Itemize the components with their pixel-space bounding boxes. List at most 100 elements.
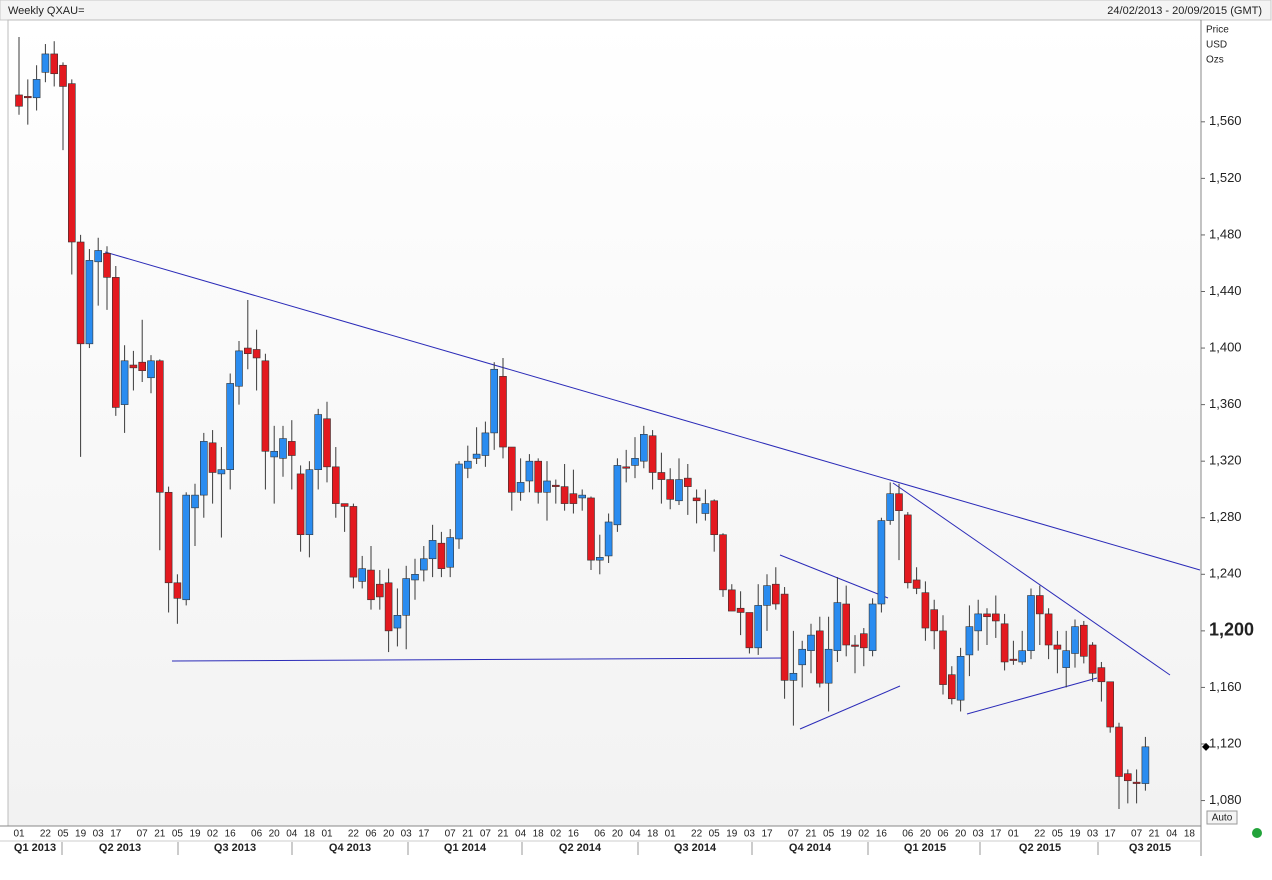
candle-body xyxy=(419,558,428,571)
candle-body xyxy=(666,479,675,500)
candle-body xyxy=(384,582,393,632)
candle-body xyxy=(323,418,331,468)
auto-scale-label[interactable]: Auto xyxy=(1212,813,1233,824)
candle-body xyxy=(789,672,798,681)
candle-body xyxy=(1106,681,1114,728)
candle-body xyxy=(930,609,939,632)
x-tick-label: 18 xyxy=(647,829,659,840)
quarter-label: Q3 2014 xyxy=(674,842,717,854)
candle-body xyxy=(340,503,349,507)
x-tick-label: 21 xyxy=(805,829,817,840)
candle-body xyxy=(912,579,921,589)
candle-body xyxy=(191,494,199,509)
candle-body xyxy=(1018,650,1027,663)
candle-body xyxy=(252,349,261,359)
candle-body xyxy=(578,494,587,499)
candle-body xyxy=(507,446,516,493)
x-tick-label: 22 xyxy=(1034,829,1046,840)
candle-body xyxy=(763,585,771,606)
y-tick-label: 1,560 xyxy=(1209,113,1242,128)
candle-body xyxy=(76,241,85,345)
candle-body xyxy=(886,493,895,521)
candle-body xyxy=(745,612,754,649)
candle-body xyxy=(375,583,384,598)
x-tick-label: 21 xyxy=(154,829,166,840)
y-axis-label: USD xyxy=(1206,40,1227,51)
candle-body xyxy=(710,500,719,536)
candle-body xyxy=(551,484,560,487)
candle-body xyxy=(270,450,279,458)
candle-body xyxy=(129,364,138,369)
candle-body xyxy=(41,53,50,73)
x-tick-label: 19 xyxy=(189,829,201,840)
candle-body xyxy=(402,578,411,616)
candle-body xyxy=(138,361,146,371)
candle-body xyxy=(23,96,32,99)
candle-body xyxy=(648,435,657,473)
candle-body xyxy=(815,630,824,684)
candle-body xyxy=(877,520,886,605)
y-tick-label: 1,240 xyxy=(1209,566,1242,581)
candle-body xyxy=(859,633,868,649)
candle-body xyxy=(604,521,613,557)
x-tick-label: 01 xyxy=(1008,829,1020,840)
candle-body xyxy=(631,458,639,466)
x-tick-label: 02 xyxy=(858,829,870,840)
candle-body xyxy=(1044,613,1053,646)
candle-body xyxy=(235,350,243,387)
y-tick-label: 1,400 xyxy=(1209,339,1242,354)
x-tick-label: 07 xyxy=(137,829,149,840)
candle-body xyxy=(499,376,507,448)
y-tick-label: 1,160 xyxy=(1209,679,1242,694)
candle-body xyxy=(261,360,270,452)
candle-body xyxy=(1115,726,1123,777)
candle-body xyxy=(472,453,481,459)
x-tick-label: 16 xyxy=(876,829,888,840)
x-tick-label: 04 xyxy=(629,829,641,840)
y-tick-label: 1,280 xyxy=(1209,509,1242,524)
candle-body xyxy=(331,466,340,504)
candle-body xyxy=(85,260,94,345)
auto-scale-button[interactable] xyxy=(1206,810,1238,825)
candle-body xyxy=(1000,623,1009,663)
x-tick-label: 18 xyxy=(304,829,316,840)
candle-body xyxy=(15,94,23,107)
candle-body xyxy=(851,644,859,647)
candle-body xyxy=(164,491,173,584)
x-tick-label: 07 xyxy=(445,829,457,840)
y-tick-label: 1,520 xyxy=(1209,170,1242,185)
candle-body xyxy=(103,253,111,278)
trend-line xyxy=(779,554,889,599)
x-tick-label: 07 xyxy=(1131,829,1143,840)
y-tick-label: 1,360 xyxy=(1209,396,1242,411)
x-tick-label: 18 xyxy=(533,829,545,840)
candle-body xyxy=(358,568,367,582)
x-tick-label: 05 xyxy=(1052,829,1064,840)
candle-body xyxy=(569,493,578,504)
candle-body xyxy=(560,486,569,504)
x-tick-label: 01 xyxy=(665,829,677,840)
quarter-label: Q1 2015 xyxy=(904,842,946,854)
chart-title: Weekly QXAU= xyxy=(8,5,85,17)
candle-body xyxy=(675,479,683,502)
candle-body xyxy=(296,473,305,536)
x-tick-label: 19 xyxy=(1069,829,1081,840)
candle-body xyxy=(1132,781,1141,784)
candle-body xyxy=(587,497,595,561)
candle-body xyxy=(525,460,534,482)
x-tick-label: 03 xyxy=(973,829,985,840)
candle-body xyxy=(903,514,912,584)
candle-body xyxy=(1062,650,1070,668)
quarter-label: Q4 2013 xyxy=(329,842,371,854)
candle-body xyxy=(1124,773,1132,782)
x-tick-label: 06 xyxy=(937,829,949,840)
candle-body xyxy=(754,605,763,649)
x-tick-label: 04 xyxy=(1166,829,1178,840)
candle-body xyxy=(446,537,455,568)
x-tick-label: 22 xyxy=(691,829,703,840)
y-tick-label: 1,440 xyxy=(1209,283,1242,298)
x-tick-label: 22 xyxy=(348,829,360,840)
candle-body xyxy=(842,603,851,646)
